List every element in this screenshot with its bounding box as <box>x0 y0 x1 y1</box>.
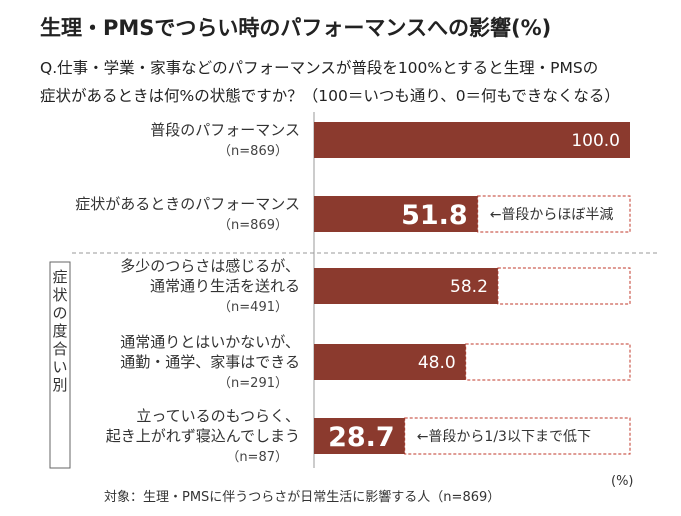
bar <box>314 344 466 380</box>
bar <box>314 268 498 304</box>
group-label-char: 別 <box>52 376 67 394</box>
unit-label: (%) <box>611 474 634 489</box>
bar-value-label: 28.7 <box>328 422 395 453</box>
question-line-2: 症状があるときは何%の状態ですか？（100＝いつも通り、0＝何もできなくなる） <box>40 87 620 105</box>
bar-value-label: 48.0 <box>418 353 456 373</box>
sample-size-label: （n=491） <box>218 300 288 315</box>
bar <box>314 196 478 232</box>
bar <box>314 122 630 158</box>
group-label-char: 合 <box>52 340 67 358</box>
group-label-char: 状 <box>52 286 67 304</box>
category-label: 通勤・通学、家事はできる <box>120 353 300 371</box>
bar-value-label: 51.8 <box>401 200 468 231</box>
bar-remainder-outline <box>404 417 631 455</box>
group-label-char: の <box>52 304 67 322</box>
question-line-1: Q.仕事・学業・家事などのパフォーマンスが普段を100%とすると生理・PMSの <box>40 59 599 77</box>
chart-title: 生理・PMSでつらい時のパフォーマンスへの影響(%) <box>40 16 552 40</box>
bar-value-label: 100.0 <box>571 131 620 151</box>
group-label-char: 症 <box>52 268 67 286</box>
bar-annotation: ←普段からほぼ半減 <box>490 206 614 223</box>
group-label-char: 度 <box>52 322 67 340</box>
bar-value-label: 58.2 <box>450 277 488 297</box>
category-label: 多少のつらさは感じるが、 <box>120 257 300 275</box>
category-label: 普段のパフォーマンス <box>150 121 300 139</box>
category-label: 症状があるときのパフォーマンス <box>75 195 300 213</box>
category-label: 通常通り生活を送れる <box>150 277 300 295</box>
sample-size-label: （n=869） <box>218 144 288 159</box>
bar <box>314 418 405 454</box>
bar-annotation: ←普段から1/3以下まで低下 <box>417 429 591 445</box>
survey-question: Q.仕事・学業・家事などのパフォーマンスが普段を100%とすると生理・PMSの … <box>40 54 620 110</box>
bar-remainder-outline <box>465 343 631 381</box>
sample-size-label: （n=87） <box>226 450 288 465</box>
category-label: 通常通りとはいかないが、 <box>120 333 300 351</box>
category-label: 立っているのもつらく、 <box>136 407 300 425</box>
footnote: 対象：生理・PMSに伴うつらさが日常生活に影響する人（n=869） <box>104 490 501 505</box>
bar-remainder-outline <box>477 195 631 233</box>
sample-size-label: （n=869） <box>218 218 288 233</box>
group-label-char: い <box>52 358 67 376</box>
category-label: 起き上がれず寝込んでしまう <box>106 427 300 445</box>
group-bracket <box>49 261 71 469</box>
sample-size-label: （n=291） <box>218 376 288 391</box>
bar-remainder-outline <box>497 267 631 305</box>
